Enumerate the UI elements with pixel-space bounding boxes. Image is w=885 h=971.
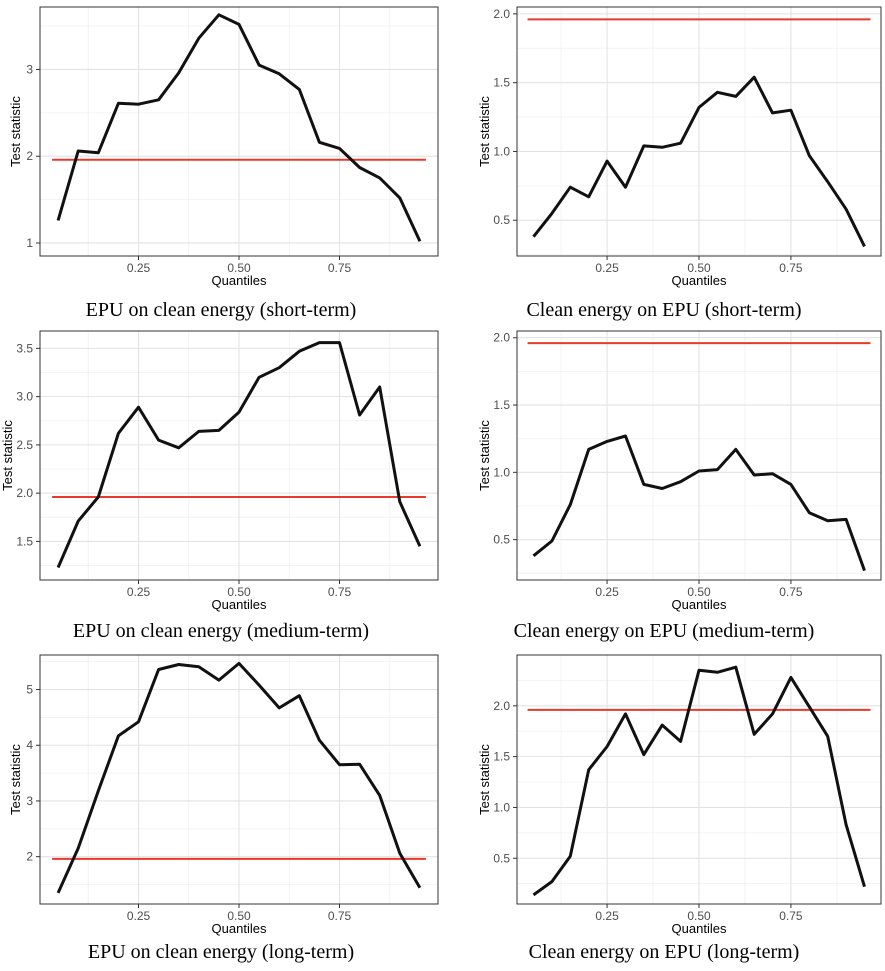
line-chart: 0.25 0.50 0.75 2 3 4 5 Quantiles Test statistic <box>8 654 439 936</box>
series-line <box>56 661 422 894</box>
x-tick-label: 0.50 <box>687 261 711 275</box>
x-tick-label: 0.75 <box>328 261 352 275</box>
chart-panel-epu-clean-long: 0.25 0.50 0.75 2 3 4 5 Quantiles Test statistic … <box>0 648 442 971</box>
chart-panel-clean-epu-medium: 0.25 0.50 0.75 0.5 1.0 1.5 2.0 Quantiles Test st… <box>443 324 885 647</box>
y-tick-label: 1.0 <box>493 800 510 814</box>
chart-panel-epu-clean-medium: 0.25 0.50 0.75 1.5 2.0 2.5 3.0 3.5 Quantiles Test… <box>0 324 442 647</box>
y-tick-label: 1.5 <box>16 534 33 548</box>
line-chart: 0.25 0.50 0.75 0.5 1.0 1.5 2.0 Quantiles Test st… <box>477 330 882 612</box>
x-tick-label: 0.75 <box>779 261 803 275</box>
x-axis-title: Quantiles <box>212 921 267 936</box>
x-tick-label: 0.50 <box>687 909 711 923</box>
y-tick-label: 3 <box>26 62 33 76</box>
line-chart: 0.25 0.50 0.75 1 2 3 Quantiles Test statistic <box>8 6 439 288</box>
plot-area: 0.25 0.50 0.75 0.5 1.0 1.5 2.0 Quantiles Test st… <box>477 654 882 936</box>
y-tick-label: 2.0 <box>16 486 33 500</box>
chart-caption: EPU on clean energy (long-term) <box>87 941 355 963</box>
series-line <box>532 75 866 248</box>
x-tick-label: 0.25 <box>595 261 619 275</box>
y-tick-label: 1.0 <box>493 144 510 158</box>
plot-area: 0.25 0.50 0.75 1 2 3 Quantiles Test statistic <box>8 6 439 288</box>
y-axis-title: Test statistic <box>477 96 492 167</box>
y-tick-label: 0.5 <box>493 851 510 865</box>
x-tick-label: 0.50 <box>227 261 251 275</box>
y-tick-label: 2.5 <box>16 438 33 452</box>
x-tick-label: 0.50 <box>227 585 251 599</box>
y-tick-label: 2.0 <box>493 331 510 345</box>
line-chart: 0.25 0.50 0.75 0.5 1.0 1.5 2.0 Quantiles Test st… <box>477 6 882 288</box>
plot-area: 0.25 0.50 0.75 2 3 4 5 Quantiles Test statistic <box>8 654 439 936</box>
x-tick-label: 0.50 <box>687 585 711 599</box>
x-tick-label: 0.25 <box>595 585 619 599</box>
x-tick-label: 0.25 <box>127 261 151 275</box>
y-tick-label: 3.0 <box>16 390 33 404</box>
y-axis-title: Test statistic <box>477 744 492 815</box>
y-tick-label: 3.5 <box>16 341 33 355</box>
y-axis-title: Test statistic <box>0 420 15 491</box>
x-axis-title: Quantiles <box>672 597 727 612</box>
y-tick-label: 4 <box>26 738 33 752</box>
x-tick-label: 0.25 <box>127 909 151 923</box>
chart-caption: Clean energy on EPU (medium-term) <box>513 620 815 642</box>
chart-caption: EPU on clean energy (medium-term) <box>72 620 370 642</box>
y-axis-title: Test statistic <box>8 744 23 815</box>
x-tick-label: 0.25 <box>127 585 151 599</box>
x-axis-title: Quantiles <box>672 273 727 288</box>
x-tick-label: 0.50 <box>227 909 251 923</box>
y-tick-label: 2.0 <box>493 699 510 713</box>
chart-caption: EPU on clean energy (short-term) <box>85 299 357 321</box>
y-tick-label: 1.5 <box>493 398 510 412</box>
y-tick-label: 1 <box>26 236 33 250</box>
x-tick-label: 0.75 <box>328 909 352 923</box>
line-chart: 0.25 0.50 0.75 1.5 2.0 2.5 3.0 3.5 Quantiles Test… <box>0 330 439 612</box>
chart-panel-clean-epu-long: 0.25 0.50 0.75 0.5 1.0 1.5 2.0 Quantiles Test st… <box>443 648 885 971</box>
y-tick-label: 1.5 <box>493 76 510 90</box>
x-tick-label: 0.75 <box>328 585 352 599</box>
x-tick-label: 0.25 <box>595 909 619 923</box>
y-tick-label: 2.0 <box>493 7 510 21</box>
y-tick-label: 2 <box>26 149 33 163</box>
plot-area: 0.25 0.50 0.75 0.5 1.0 1.5 2.0 Quantiles Test st… <box>477 6 882 288</box>
y-axis-title: Test statistic <box>8 96 23 167</box>
x-axis-title: Quantiles <box>212 597 267 612</box>
y-tick-label: 0.5 <box>493 533 510 547</box>
x-tick-label: 0.75 <box>779 585 803 599</box>
y-tick-label: 1.0 <box>493 465 510 479</box>
chart-panel-clean-epu-short: 0.25 0.50 0.75 0.5 1.0 1.5 2.0 Quantiles Test st… <box>443 0 885 323</box>
y-tick-label: 2 <box>26 850 33 864</box>
chart-panel-epu-clean-short: 0.25 0.50 0.75 1 2 3 Quantiles Test statistic E… <box>0 0 442 323</box>
chart-caption: Clean energy on EPU (short-term) <box>526 299 802 321</box>
y-tick-label: 0.5 <box>493 213 510 227</box>
y-tick-label: 1.5 <box>493 750 510 764</box>
series-line <box>532 665 866 897</box>
x-axis-title: Quantiles <box>672 921 727 936</box>
y-axis-title: Test statistic <box>477 420 492 491</box>
plot-area: 0.25 0.50 0.75 1.5 2.0 2.5 3.0 3.5 Quantiles Test… <box>0 330 439 612</box>
x-axis-title: Quantiles <box>212 273 267 288</box>
y-tick-label: 3 <box>26 794 33 808</box>
plot-area: 0.25 0.50 0.75 0.5 1.0 1.5 2.0 Quantiles Test st… <box>477 330 882 612</box>
chart-caption: Clean energy on EPU (long-term) <box>528 941 800 963</box>
line-chart: 0.25 0.50 0.75 0.5 1.0 1.5 2.0 Quantiles Test st… <box>477 654 882 936</box>
x-tick-label: 0.75 <box>779 909 803 923</box>
y-tick-label: 5 <box>26 683 33 697</box>
